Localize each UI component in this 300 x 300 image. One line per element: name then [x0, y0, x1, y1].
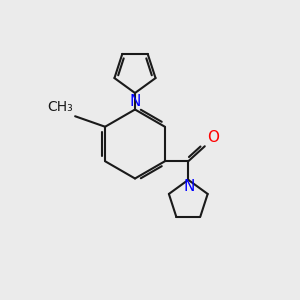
Text: N: N: [184, 178, 195, 194]
Text: N: N: [130, 94, 141, 110]
Text: CH₃: CH₃: [47, 100, 73, 114]
Text: O: O: [207, 130, 219, 145]
